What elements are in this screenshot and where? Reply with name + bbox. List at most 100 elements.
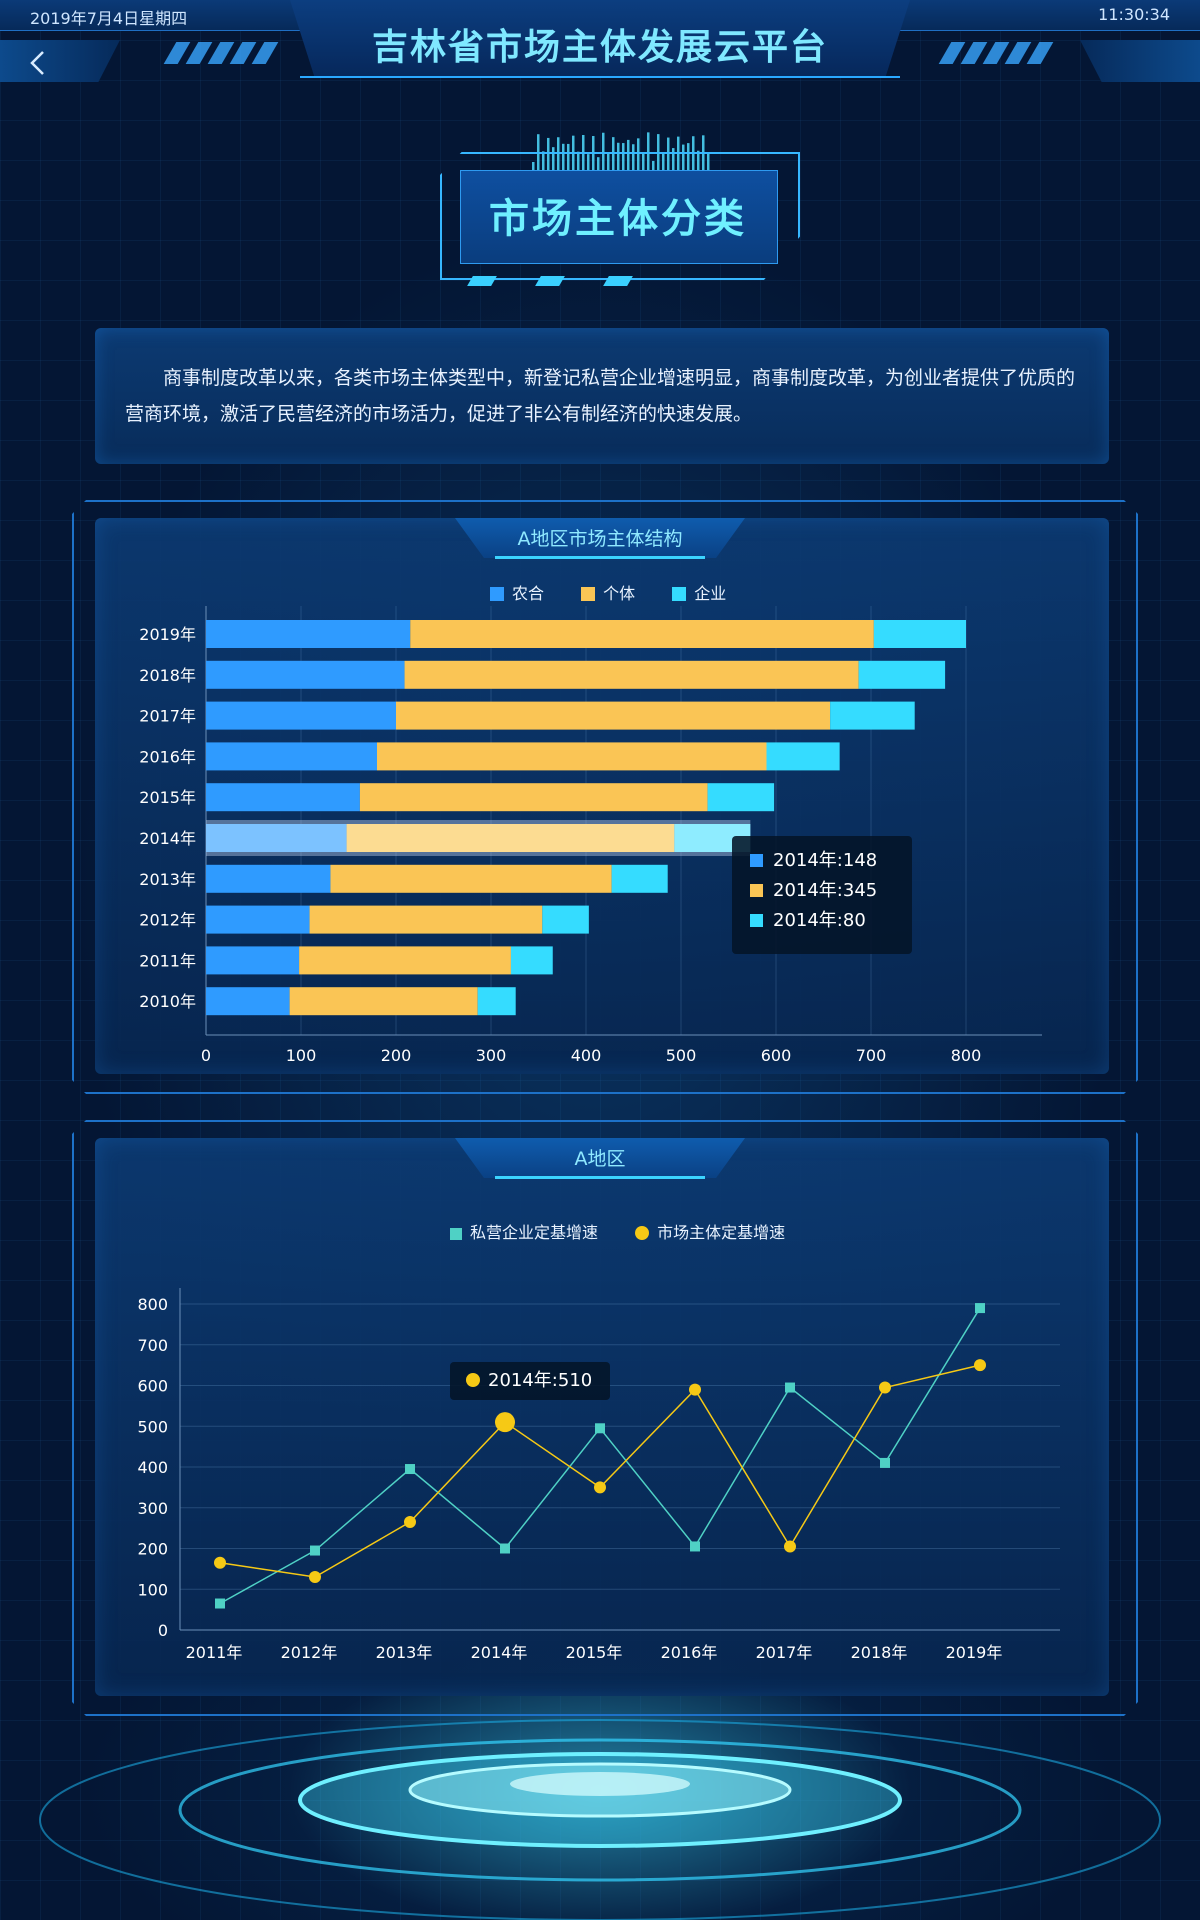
- bar-segment: [611, 864, 668, 893]
- legend-item-qiye[interactable]: 企业: [672, 584, 726, 603]
- y-tick-label: 2010年: [139, 992, 196, 1011]
- title-box-edge: [300, 76, 900, 78]
- x-tick-label: 400: [571, 1046, 602, 1065]
- data-point: [500, 1543, 510, 1554]
- intro-text: 商事制度改革以来，各类市场主体类型中，新登记私营企业增速明显，商事制度改革，为创…: [125, 367, 1076, 425]
- data-point: [974, 1359, 986, 1372]
- bar-segment: [206, 905, 310, 934]
- badge-inner: [460, 170, 778, 264]
- equalizer-bar: [637, 138, 640, 170]
- y-tick-label: 2016年: [139, 747, 196, 766]
- data-point: [310, 1545, 320, 1556]
- equalizer-bar: [542, 151, 545, 170]
- bar-segment: [206, 620, 411, 648]
- bar-segment: [707, 783, 775, 812]
- x-tick-label: 2017年: [756, 1643, 813, 1662]
- bar-segment: [206, 783, 360, 812]
- line-chart[interactable]: 0 100 200 300 400 500 600 700 800 2011年 2012年 2013年…: [120, 1260, 1080, 1680]
- bar-segment: [766, 742, 840, 771]
- data-point: [405, 1464, 415, 1475]
- app-title: 吉林省市场主体发展云平台: [371, 27, 828, 68]
- bar-segment: [477, 987, 516, 1016]
- bar-legend: 农合 个体 企业: [490, 580, 758, 604]
- y-tick-label: 500: [137, 1417, 168, 1436]
- equalizer-bar: [682, 144, 685, 170]
- legend-swatch: [490, 587, 504, 601]
- data-point: [215, 1598, 225, 1609]
- y-tick-label: 800: [137, 1295, 168, 1314]
- legend-swatch: [672, 587, 687, 601]
- data-point: [309, 1571, 321, 1584]
- bar-segment: [396, 701, 831, 730]
- line-tooltip: 2014年:510: [450, 1362, 610, 1400]
- bar-segment: [206, 660, 405, 689]
- legend-label: 个体: [603, 584, 636, 603]
- bar-segment: [359, 783, 708, 812]
- data-point: [595, 1423, 605, 1434]
- intro-box: 商事制度改革以来，各类市场主体类型中，新登记私营企业增速明显，商事制度改革，为创…: [95, 328, 1109, 464]
- equalizer-bar: [697, 150, 700, 170]
- x-tick-label: 300: [476, 1046, 507, 1065]
- equalizer-bar: [577, 151, 580, 170]
- y-tick-label: 700: [137, 1336, 168, 1355]
- bar-segment: [873, 620, 966, 648]
- bar-segment: [377, 742, 767, 771]
- x-tick-label: 100: [286, 1046, 317, 1065]
- header-time: 11:30:34: [1098, 5, 1170, 24]
- tooltip-swatch: [750, 884, 763, 897]
- y-tick-label: 2012年: [139, 911, 196, 930]
- tooltip-row: 2014年:80: [750, 906, 912, 936]
- data-point: [784, 1540, 796, 1553]
- legend-swatch: [581, 587, 596, 601]
- legend-swatch: [450, 1228, 462, 1240]
- bar-segment: [206, 701, 396, 730]
- bar-segment: [404, 660, 859, 689]
- holo-platform-graphic: [39, 1719, 1161, 1920]
- legend-label: 私营企业定基增速: [470, 1223, 599, 1242]
- equalizer-bar: [552, 147, 555, 170]
- stacked-bar-chart[interactable]: 0 100 200 300 400 500 600 700 800 2019年 2018年 2017年…: [120, 600, 1060, 1070]
- x-tick-label: 500: [666, 1046, 697, 1065]
- data-point: [495, 1412, 515, 1433]
- x-tick-label: 2015年: [566, 1643, 623, 1662]
- equalizer-bar: [617, 142, 620, 170]
- data-point: [689, 1383, 701, 1396]
- legend-label: 市场主体定基增速: [657, 1223, 786, 1242]
- back-button[interactable]: [0, 40, 120, 82]
- bar-segment: [410, 620, 874, 648]
- equalizer-bar: [642, 152, 645, 170]
- bar-segment: [309, 905, 543, 934]
- data-point: [594, 1481, 606, 1494]
- bar-segment: [206, 946, 300, 975]
- bar-segment: [346, 824, 675, 852]
- x-tick-label: 2019年: [946, 1643, 1003, 1662]
- equalizer-bar: [672, 148, 675, 170]
- legend-dot: [635, 1226, 650, 1240]
- equalizer-bar: [707, 153, 710, 170]
- legend-item-private-growth[interactable]: 私营企业定基增速: [450, 1223, 598, 1242]
- y-tick-label: 400: [137, 1458, 168, 1477]
- x-tick-label: 2012年: [281, 1643, 338, 1662]
- equalizer-bar: [607, 152, 610, 170]
- y-tick-label: 2019年: [139, 625, 196, 644]
- x-tick-label: 200: [381, 1046, 412, 1065]
- equalizer-bar: [587, 154, 590, 170]
- series-line: [219, 1307, 981, 1605]
- equalizer-bar: [562, 143, 565, 170]
- legend-item-geti[interactable]: 个体: [581, 584, 635, 603]
- tooltip-text: 2014年:80: [773, 910, 866, 931]
- bar-panel-tab: [455, 518, 745, 558]
- bar-panel-frame: [72, 500, 1138, 1094]
- y-tick-label: 2011年: [139, 951, 196, 970]
- title-box: [290, 0, 910, 78]
- bar-segment: [299, 946, 511, 975]
- legend-item-market-growth[interactable]: 市场主体定基增速: [635, 1223, 785, 1242]
- y-tick-label: 200: [137, 1540, 168, 1559]
- x-tick-label: 2014年: [471, 1643, 528, 1662]
- line-legend: 私营企业定基增速 市场主体定基增速: [450, 1219, 817, 1243]
- data-point: [690, 1541, 700, 1552]
- header-stripes-left: [163, 42, 300, 64]
- legend-item-nonghe[interactable]: 农合: [490, 584, 544, 603]
- x-tick-label: 2011年: [186, 1643, 243, 1662]
- line-panel-tab: [455, 1138, 745, 1178]
